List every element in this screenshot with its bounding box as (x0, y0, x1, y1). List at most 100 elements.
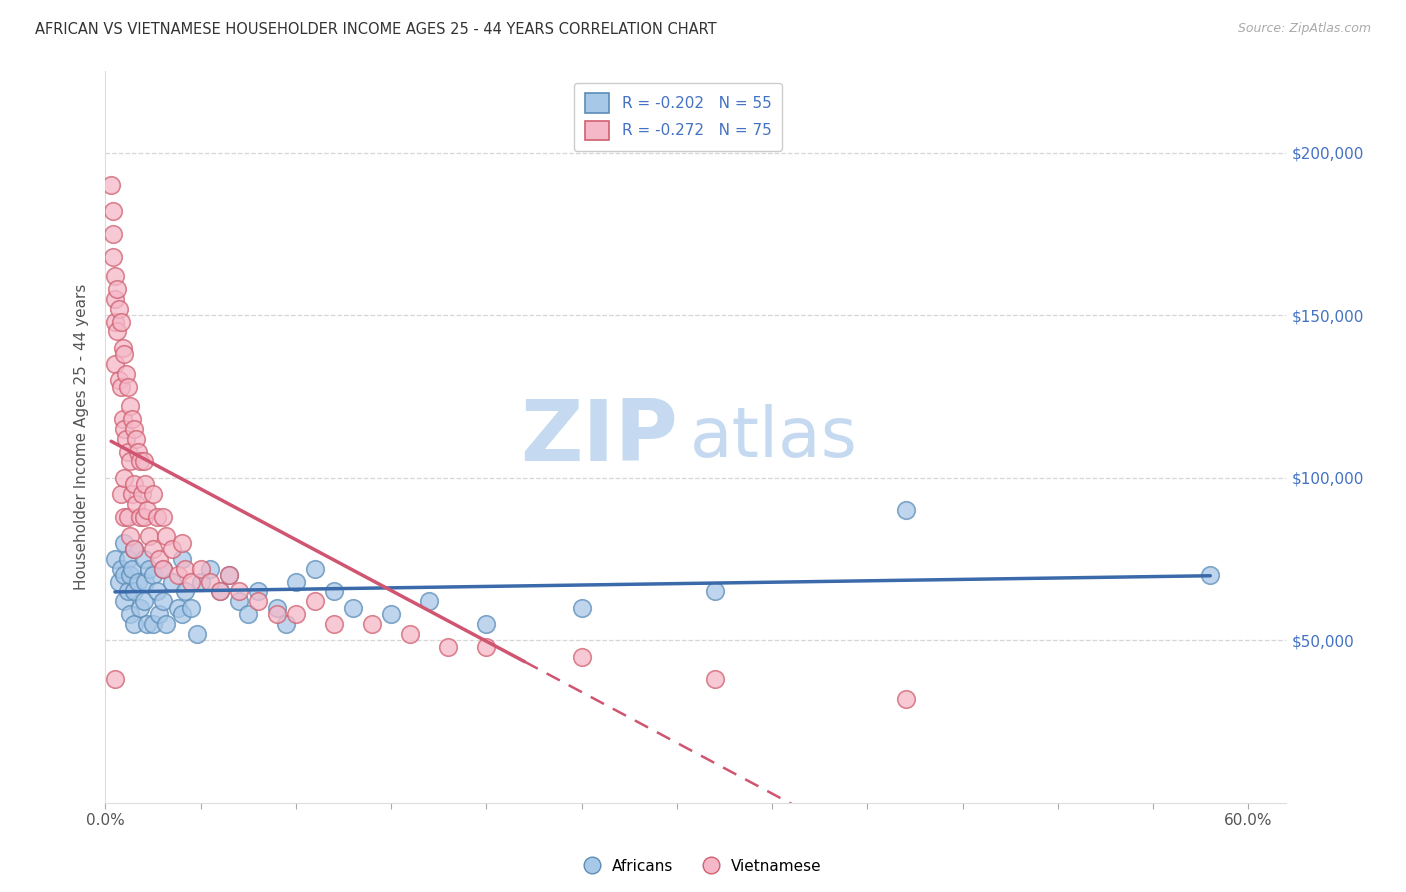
Text: ZIP: ZIP (520, 395, 678, 479)
Point (114, 568, 136, 582)
Point (131, 487, 153, 501)
Point (114, 422, 136, 436)
Point (127, 574, 149, 589)
Point (571, 649, 593, 664)
Point (120, 399, 142, 413)
Point (152, 594, 174, 608)
Point (142, 487, 165, 501)
Point (186, 626, 208, 640)
Point (170, 607, 193, 622)
Point (115, 367, 138, 381)
Point (125, 432, 148, 446)
Point (105, 325, 128, 339)
Point (128, 454, 150, 468)
Point (155, 529, 177, 543)
Point (1199, 568, 1222, 582)
Point (111, 412, 134, 426)
Point (122, 584, 145, 599)
Point (122, 477, 145, 491)
Point (142, 568, 165, 582)
Point (208, 584, 231, 599)
Point (148, 552, 170, 566)
Point (894, 503, 917, 517)
Point (180, 574, 202, 589)
Point (266, 600, 288, 615)
Point (142, 617, 165, 632)
Point (114, 509, 136, 524)
Point (152, 509, 174, 524)
Point (228, 584, 250, 599)
Point (121, 412, 143, 426)
Point (704, 584, 727, 599)
Point (166, 600, 188, 615)
Point (246, 594, 269, 608)
Point (107, 574, 129, 589)
Point (104, 315, 127, 329)
Point (276, 617, 298, 632)
Point (127, 444, 149, 458)
Point (114, 471, 136, 485)
Point (284, 574, 307, 589)
Point (122, 617, 145, 632)
Point (218, 568, 240, 582)
Point (146, 584, 169, 599)
Point (104, 292, 127, 306)
Point (134, 574, 156, 589)
Point (136, 503, 159, 517)
Point (104, 552, 127, 566)
Point (437, 640, 460, 654)
Point (228, 594, 250, 608)
Text: AFRICAN VS VIETNAMESE HOUSEHOLDER INCOME AGES 25 - 44 YEARS CORRELATION CHART: AFRICAN VS VIETNAMESE HOUSEHOLDER INCOME… (35, 22, 717, 37)
Point (107, 373, 129, 387)
Point (125, 497, 148, 511)
Point (110, 315, 132, 329)
Point (110, 380, 132, 394)
Point (104, 269, 127, 284)
Point (110, 562, 132, 576)
Point (117, 509, 139, 524)
Point (104, 357, 127, 371)
Point (704, 673, 727, 687)
Point (238, 607, 260, 622)
Point (105, 282, 128, 296)
Point (107, 301, 129, 316)
Point (418, 594, 440, 608)
Point (114, 535, 136, 549)
Point (142, 542, 165, 557)
Point (117, 380, 139, 394)
Point (148, 607, 170, 622)
Point (399, 626, 422, 640)
Point (117, 584, 139, 599)
Point (120, 529, 142, 543)
Point (475, 640, 498, 654)
Point (101, 204, 124, 219)
Point (155, 617, 177, 632)
Point (174, 562, 197, 576)
Point (200, 562, 222, 576)
Point (115, 432, 138, 446)
Point (120, 568, 142, 582)
Point (136, 617, 159, 632)
Point (101, 250, 124, 264)
Point (138, 529, 160, 543)
Point (120, 607, 142, 622)
Point (208, 584, 231, 599)
Point (104, 673, 127, 687)
Point (166, 568, 188, 582)
Point (134, 477, 156, 491)
Point (323, 617, 346, 632)
Point (122, 542, 145, 557)
Point (266, 607, 288, 622)
Point (190, 574, 212, 589)
Point (117, 552, 139, 566)
Point (114, 594, 136, 608)
Point (160, 542, 183, 557)
Legend: Africans, Vietnamese: Africans, Vietnamese (578, 853, 828, 880)
Point (323, 584, 346, 599)
Point (284, 607, 307, 622)
Text: Source: ZipAtlas.com: Source: ZipAtlas.com (1237, 22, 1371, 36)
Point (304, 594, 326, 608)
Point (121, 487, 143, 501)
Point (120, 454, 142, 468)
Point (174, 584, 197, 599)
